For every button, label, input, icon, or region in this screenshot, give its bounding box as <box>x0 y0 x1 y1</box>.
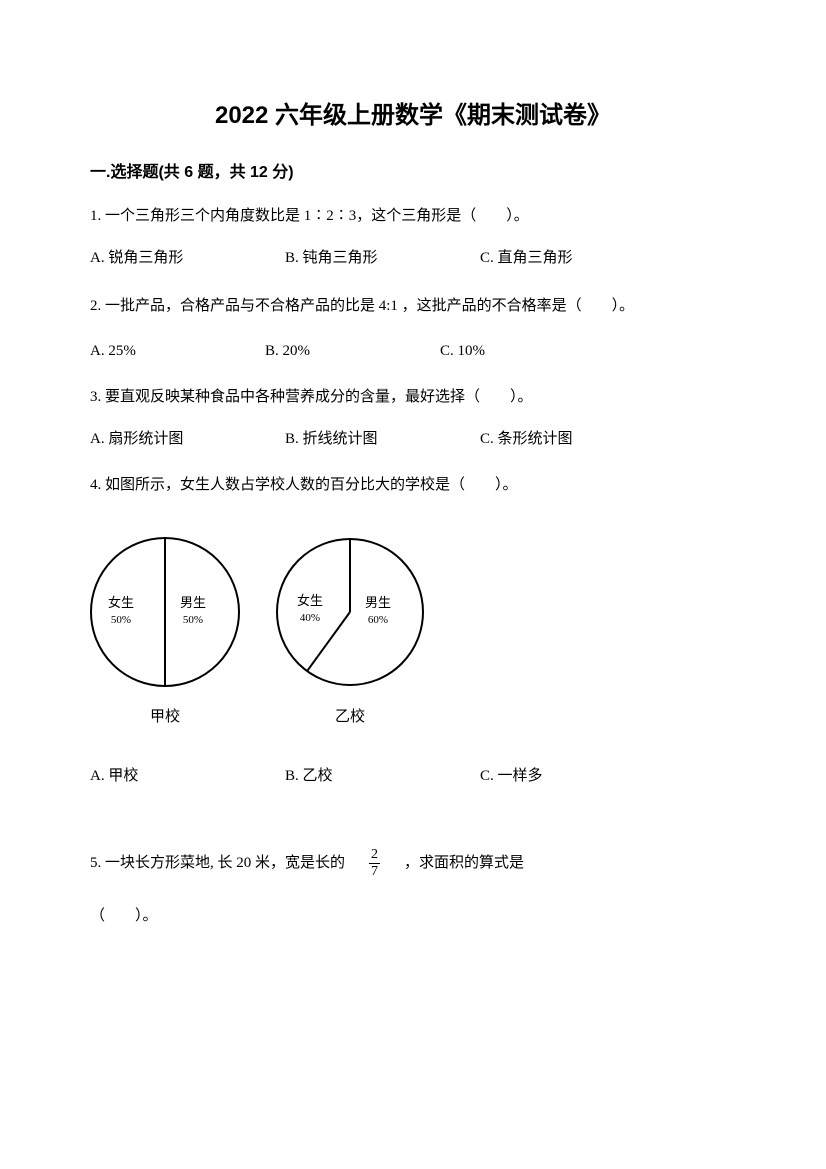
pie-2-slice-2-name: 男生 <box>365 595 391 610</box>
question-1-text: 1. 一个三角形三个内角度数比是 1∶2∶3，这个三角形是（ ）。 <box>90 204 736 228</box>
question-2-text: 2. 一批产品，合格产品与不合格产品的比是 4:1 ，这批产品的不合格率是（ ）… <box>90 292 736 321</box>
question-4-text: 4. 如图所示，女生人数占学校人数的百分比大的学校是（ ）。 <box>90 473 736 497</box>
q3-option-c: C. 条形统计图 <box>480 427 675 451</box>
pie-2-slice-1-name: 女生 <box>297 593 323 608</box>
q5-fraction: 2 7 <box>369 848 380 879</box>
q4-charts: 女生 50% 男生 50% 甲校 <box>90 537 736 729</box>
pie-1-divider <box>164 539 166 685</box>
question-3-options: A. 扇形统计图 B. 折线统计图 C. 条形统计图 <box>90 427 736 451</box>
q5-fraction-num: 2 <box>369 848 380 864</box>
q2-option-a: A. 25% <box>90 339 265 363</box>
pie-2-slice-1-label: 女生 40% <box>297 593 323 627</box>
pie-2-slice-2-pct: 60% <box>368 614 388 626</box>
question-5-text: 5. 一块长方形菜地, 长 20 米，宽是长的 2 7 ，求面积的算式是 <box>90 848 736 879</box>
q2-option-b: B. 20% <box>265 339 440 363</box>
q1-option-c: C. 直角三角形 <box>480 246 675 270</box>
question-1: 1. 一个三角形三个内角度数比是 1∶2∶3，这个三角形是（ ）。 A. 锐角三… <box>90 204 736 270</box>
question-3-text: 3. 要直观反映某种食品中各种营养成分的含量，最好选择（ ）。 <box>90 385 736 409</box>
question-1-options: A. 锐角三角形 B. 钝角三角形 C. 直角三角形 <box>90 246 736 270</box>
pie-1-slice-1-pct: 50% <box>111 614 131 626</box>
pie-1-slice-2-label: 男生 50% <box>180 595 206 629</box>
question-2: 2. 一批产品，合格产品与不合格产品的比是 4:1 ，这批产品的不合格率是（ ）… <box>90 292 736 363</box>
pie-1-slice-2-pct: 50% <box>183 614 203 626</box>
q4-option-b: B. 乙校 <box>285 764 480 788</box>
pie-chart-2: 女生 40% 男生 60% <box>275 537 425 687</box>
question-5: 5. 一块长方形菜地, 长 20 米，宽是长的 2 7 ，求面积的算式是 （ ）… <box>90 848 736 928</box>
q5-text-after: ，求面积的算式是 <box>404 851 524 875</box>
pie-chart-1-name: 甲校 <box>150 705 180 729</box>
q1-option-b: B. 钝角三角形 <box>285 246 480 270</box>
pie-1-slice-1-name: 女生 <box>108 595 134 610</box>
q5-fraction-den: 7 <box>369 864 380 879</box>
question-2-options: A. 25% B. 20% C. 10% <box>90 339 736 363</box>
q5-text-before: 5. 一块长方形菜地, 长 20 米，宽是长的 <box>90 851 345 875</box>
q4-option-c: C. 一样多 <box>480 764 675 788</box>
pie-1-slice-1-label: 女生 50% <box>108 595 134 629</box>
pie-chart-1-wrapper: 女生 50% 男生 50% 甲校 <box>90 537 240 729</box>
question-4: 4. 如图所示，女生人数占学校人数的百分比大的学校是（ ）。 女生 50% 男生… <box>90 473 736 788</box>
pie-1-slice-2-name: 男生 <box>180 595 206 610</box>
section-header-1: 一.选择题(共 6 题，共 12 分) <box>90 158 736 182</box>
pie-2-slice-2-label: 男生 60% <box>365 595 391 629</box>
q2-option-c: C. 10% <box>440 339 485 363</box>
q3-option-a: A. 扇形统计图 <box>90 427 285 451</box>
pie-chart-2-wrapper: 女生 40% 男生 60% 乙校 <box>275 537 425 729</box>
pie-chart-2-name: 乙校 <box>335 705 365 729</box>
question-4-options: A. 甲校 B. 乙校 C. 一样多 <box>90 764 736 788</box>
q1-option-a: A. 锐角三角形 <box>90 246 285 270</box>
pie-2-slice-1-pct: 40% <box>300 612 320 624</box>
q3-option-b: B. 折线统计图 <box>285 427 480 451</box>
q4-option-a: A. 甲校 <box>90 764 285 788</box>
q5-blank: （ ）。 <box>90 904 736 928</box>
pie-chart-1: 女生 50% 男生 50% <box>90 537 240 687</box>
page-title: 2022 六年级上册数学《期末测试卷》 <box>90 95 736 130</box>
question-3: 3. 要直观反映某种食品中各种营养成分的含量，最好选择（ ）。 A. 扇形统计图… <box>90 385 736 451</box>
